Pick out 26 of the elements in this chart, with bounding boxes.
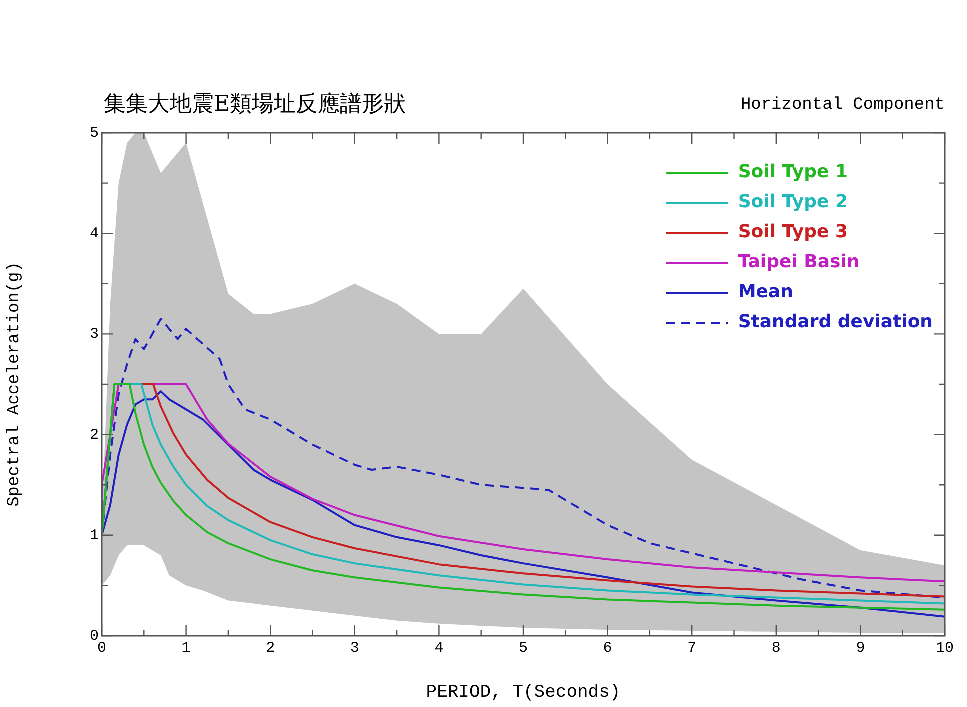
y-tick-label: 2 <box>90 426 99 444</box>
x-tick-label: 9 <box>856 640 866 657</box>
x-tick-label: 4 <box>434 640 444 657</box>
x-tick-label: 8 <box>772 640 781 657</box>
legend-label: Soil Type 1 <box>738 162 848 183</box>
legend-label: Taipei Basin <box>738 252 860 273</box>
legend-label: Mean <box>738 282 794 303</box>
chart-title: 集集大地震E類場址反應譜形狀 <box>104 92 406 117</box>
legend-label: Soil Type 3 <box>738 222 848 243</box>
x-tick-label: 7 <box>688 640 697 657</box>
legend-label: Soil Type 2 <box>738 192 848 213</box>
x-tick-label: 1 <box>182 640 191 657</box>
y-tick-label: 5 <box>90 124 99 142</box>
y-tick-label: 4 <box>90 226 99 243</box>
y-tick-label: 0 <box>90 628 99 645</box>
y-tick-label: 1 <box>90 527 99 544</box>
x-tick-label: 2 <box>266 640 276 657</box>
x-tick-label: 3 <box>350 640 360 657</box>
legend-label: Standard deviation <box>738 312 933 333</box>
x-tick-label: 6 <box>603 640 612 657</box>
y-tick-label: 3 <box>90 326 99 344</box>
x-tick-label: 5 <box>518 640 528 657</box>
y-axis-title: Spectral Acceleration(g) <box>6 262 25 507</box>
x-tick-label: 10 <box>936 640 954 657</box>
x-axis-title: PERIOD, T(Seconds) <box>426 682 621 703</box>
chart-subtitle: Horizontal Component <box>740 96 945 115</box>
